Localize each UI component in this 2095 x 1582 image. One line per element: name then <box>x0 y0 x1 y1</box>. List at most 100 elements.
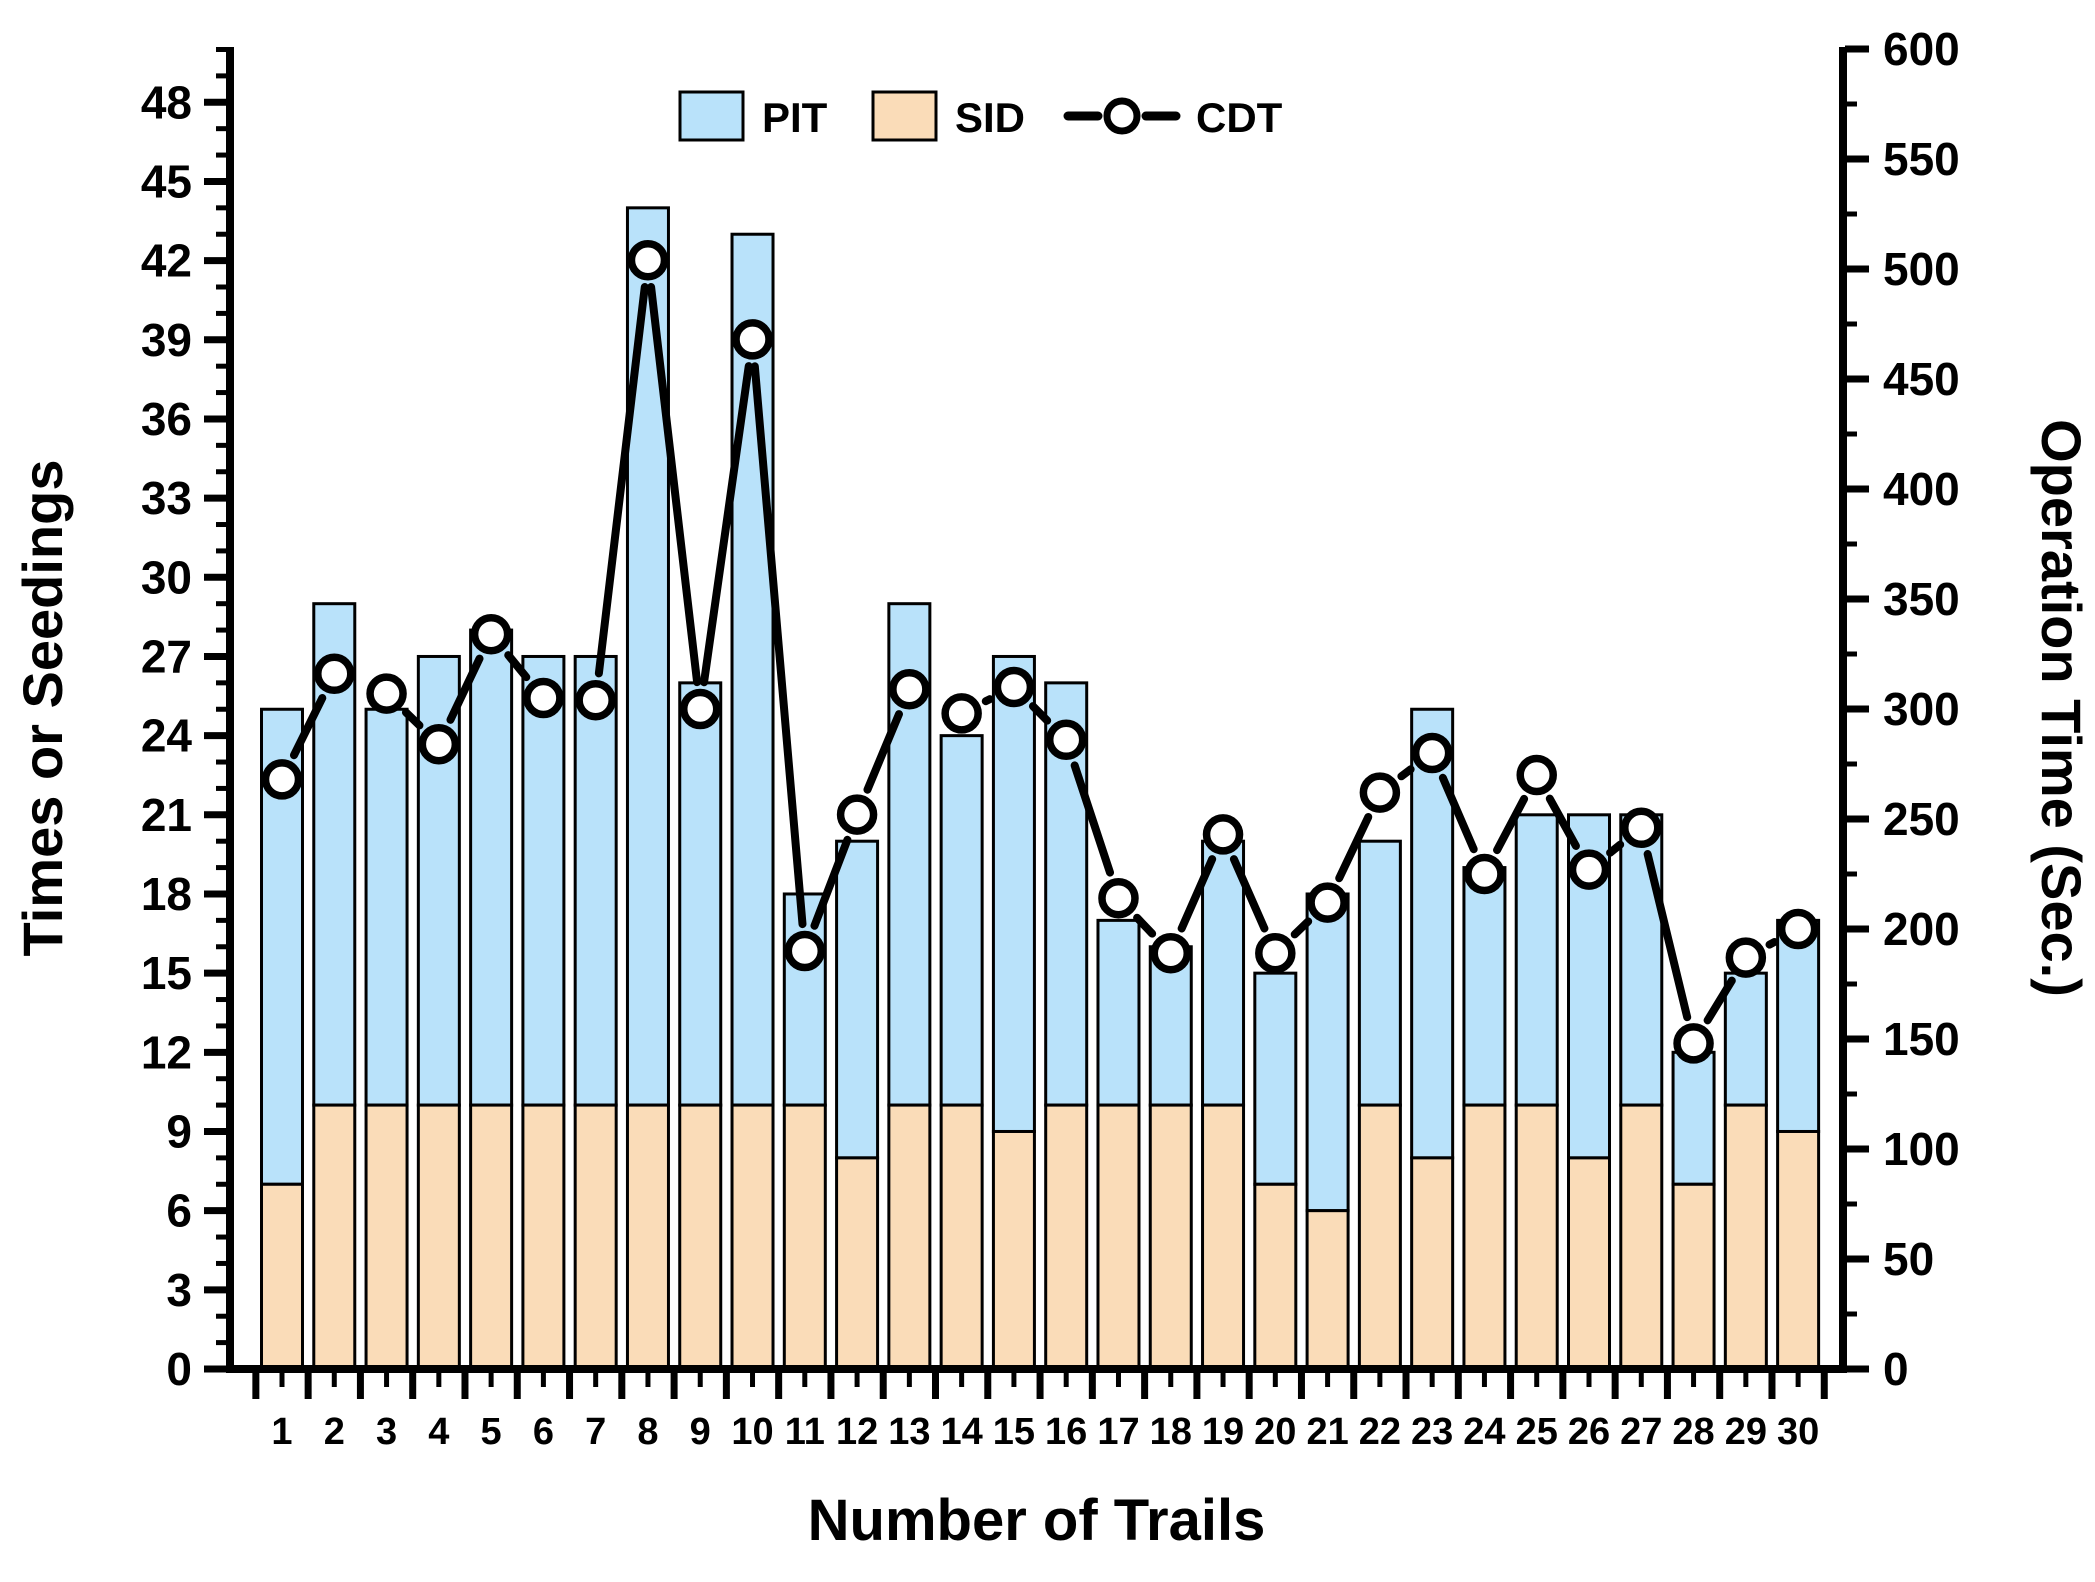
cdt-marker-6 <box>523 677 564 719</box>
x-tick-label-30: 30 <box>1777 1411 1819 1453</box>
legend-swatch-pit <box>678 90 745 142</box>
cdt-marker-11 <box>784 930 826 972</box>
right-axis-title: Operation Time (Sec.) <box>2030 419 2093 997</box>
left-tick-label-39: 39 <box>141 314 192 366</box>
x-tick-label-20: 20 <box>1254 1411 1296 1453</box>
cdt-marker-19 <box>1202 814 1244 855</box>
cdt-segment-27 <box>1643 850 1692 1022</box>
bar-sid-5 <box>469 1103 514 1371</box>
cdt-marker-7 <box>575 679 616 721</box>
left-tick-label-24: 24 <box>141 710 193 762</box>
left-axis-title: Times or Seedings <box>11 460 74 957</box>
bar-sid-18 <box>1148 1103 1193 1371</box>
bar-sid-17 <box>1096 1103 1141 1371</box>
bar-sid-26 <box>1567 1156 1611 1371</box>
bar-pit-25 <box>1514 813 1559 1107</box>
cdt-marker-21 <box>1307 882 1348 923</box>
cdt-marker-27 <box>1621 807 1662 849</box>
bar-pit-21 <box>1305 892 1350 1213</box>
x-tick-label-9: 9 <box>690 1411 711 1453</box>
x-tick-label-19: 19 <box>1202 1411 1244 1453</box>
cdt-marker-30 <box>1777 908 1819 950</box>
cdt-line-layer <box>289 283 1779 1025</box>
right-tick-label-600: 600 <box>1883 23 1960 75</box>
bar-sid-15 <box>991 1129 1036 1371</box>
bar-sid-27 <box>1619 1103 1664 1371</box>
left-tick-label-18: 18 <box>141 868 192 920</box>
bar-pit-3 <box>364 707 409 1107</box>
cdt-segment-28 <box>1703 976 1736 1025</box>
bar-sid-6 <box>521 1103 566 1371</box>
right-tick-label-450: 450 <box>1883 353 1960 405</box>
x-tick-label-22: 22 <box>1359 1411 1401 1453</box>
bar-pit-12 <box>835 839 880 1160</box>
right-tick-label-500: 500 <box>1883 243 1960 295</box>
legend-swatch-sid <box>871 90 938 142</box>
x-tick-label-23: 23 <box>1411 1411 1453 1453</box>
cdt-segment-21 <box>1335 812 1373 883</box>
bar-sid-1 <box>260 1182 304 1371</box>
cdt-marker-15 <box>993 666 1035 708</box>
right-tick-label-250: 250 <box>1883 793 1960 845</box>
cdt-segment-12 <box>863 710 903 794</box>
x-tick-label-7: 7 <box>585 1411 606 1453</box>
cdt-marker-12 <box>836 794 878 835</box>
cdt-segment-23 <box>1438 773 1478 854</box>
bar-pit-22 <box>1357 839 1402 1107</box>
cdt-marker-28 <box>1673 1023 1714 1064</box>
bar-sid-28 <box>1671 1182 1716 1371</box>
left-tick-label-48: 48 <box>141 76 192 128</box>
bar-sid-12 <box>835 1156 880 1371</box>
cdt-marker-8 <box>627 239 669 281</box>
x-tick-label-15: 15 <box>993 1411 1035 1453</box>
cdt-marker-13 <box>889 668 930 710</box>
left-tick-label-9: 9 <box>166 1105 192 1157</box>
bar-sid-8 <box>625 1103 670 1371</box>
bar-sid-9 <box>678 1103 723 1371</box>
left-tick-label-36: 36 <box>141 393 192 445</box>
bar-sid-16 <box>1044 1103 1089 1371</box>
right-tick-label-50: 50 <box>1883 1233 1934 1285</box>
cdt-segment-24 <box>1493 794 1529 855</box>
legend-label-pit: PIT <box>762 94 828 141</box>
bar-pit-5 <box>469 628 514 1107</box>
legend-cdt-marker-icon <box>1103 97 1141 135</box>
left-tick-label-45: 45 <box>141 155 192 207</box>
x-tick-label-14: 14 <box>940 1411 982 1453</box>
bar-pit-7 <box>573 654 618 1107</box>
axes-layer <box>204 45 1869 1399</box>
cdt-segment-15 <box>1028 702 1052 725</box>
right-tick-label-100: 100 <box>1883 1123 1960 1175</box>
bar-pit-15 <box>991 654 1036 1133</box>
x-tick-label-6: 6 <box>533 1411 554 1453</box>
x-tick-label-27: 27 <box>1620 1411 1662 1453</box>
bar-sid-13 <box>887 1103 932 1371</box>
x-tick-label-2: 2 <box>324 1411 345 1453</box>
left-tick-label-42: 42 <box>141 235 192 287</box>
axis-labels-layer: 0369121518212427303336394245480501001502… <box>11 23 2093 1553</box>
left-tick-label-3: 3 <box>166 1264 192 1316</box>
x-tick-label-16: 16 <box>1045 1411 1087 1453</box>
left-tick-label-12: 12 <box>141 1026 192 1078</box>
cdt-marker-29 <box>1725 937 1767 978</box>
right-tick-label-300: 300 <box>1883 683 1960 735</box>
bar-sid-22 <box>1357 1103 1402 1371</box>
legend-label-sid: SID <box>955 94 1025 141</box>
x-axis-title: Number of Trails <box>808 1488 1266 1553</box>
left-tick-label-27: 27 <box>141 630 192 682</box>
cdt-segment-26 <box>1606 840 1625 857</box>
x-tick-label-18: 18 <box>1150 1411 1192 1453</box>
bar-sid-10 <box>730 1103 775 1371</box>
bar-pit-14 <box>939 734 984 1107</box>
cdt-marker-22 <box>1359 772 1401 813</box>
bar-pit-11 <box>782 892 827 1107</box>
left-tick-label-6: 6 <box>166 1185 192 1237</box>
cdt-marker-9 <box>679 688 721 730</box>
left-tick-label-15: 15 <box>141 947 192 999</box>
cdt-segment-29 <box>1765 937 1779 949</box>
right-tick-label-350: 350 <box>1883 573 1960 625</box>
x-tick-label-29: 29 <box>1725 1411 1767 1453</box>
cdt-marker-17 <box>1098 877 1139 919</box>
